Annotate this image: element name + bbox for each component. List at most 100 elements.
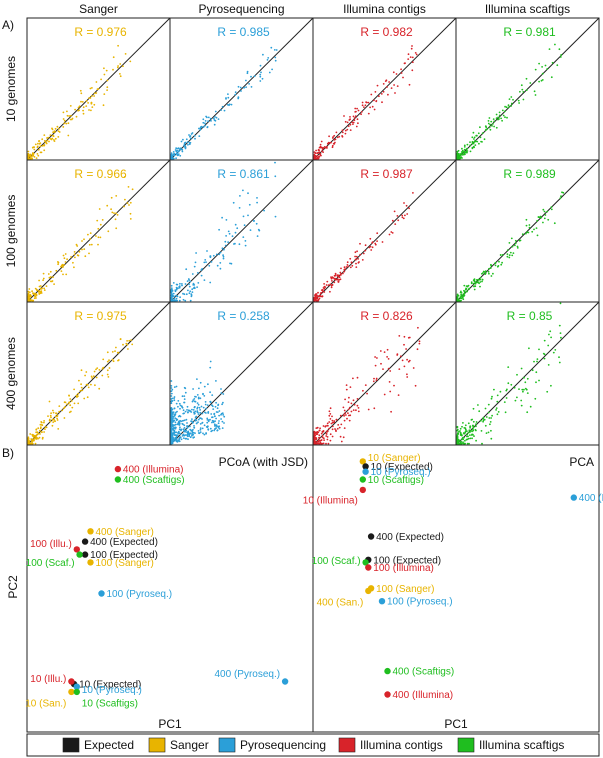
data-point [81, 551, 89, 558]
scatter-points [456, 191, 565, 302]
r-value-label: R = 0.985 [217, 25, 270, 39]
legend-item: Illumina scaftigs [457, 737, 564, 753]
point-label: 100 (Pyroseq.) [387, 597, 453, 608]
panel-a: A) Sanger Pyrosequencing Illumina contigs Il… [2, 2, 600, 446]
identity-line [455, 159, 600, 303]
data-point [73, 546, 81, 553]
column-header: Sanger [79, 2, 118, 16]
scatter-cell: R = 0.966 [26, 159, 171, 303]
plot-title: PCA [569, 455, 594, 469]
row-header: 100 genomes [4, 195, 18, 268]
identity-line [455, 17, 600, 161]
data-point [359, 458, 366, 465]
legend-item: Expected [62, 737, 134, 753]
r-value-label: R = 0.258 [217, 309, 270, 323]
legend-label: Expected [84, 738, 134, 752]
scatter-cell: R = 0.981 [455, 17, 600, 161]
r-value-label: R = 0.981 [503, 25, 556, 39]
data-point [114, 465, 122, 473]
point-label: 400 (Pyroseq.) [579, 493, 603, 504]
r-value-label: R = 0.987 [360, 167, 413, 181]
legend-item: Pyrosequencing [218, 737, 326, 753]
scatter-points [27, 338, 134, 445]
scatter-points [313, 326, 421, 445]
scatter-points [313, 192, 414, 302]
scatter-cell: R = 0.987 [312, 159, 457, 303]
point-label: 10 (Scaftigs) [368, 475, 424, 486]
point-label: 100 (Scaf.) [312, 556, 361, 567]
data-point [362, 463, 369, 470]
column-header: Illumina contigs [343, 2, 426, 16]
legend-swatch [218, 737, 236, 753]
point-label: 10 (Illu.) [30, 674, 66, 685]
data-point [365, 564, 372, 571]
plot-title: PCoA (with JSD) [219, 455, 308, 469]
scatter-cell: R = 0.985 [169, 17, 314, 161]
legend-label: Sanger [170, 738, 209, 752]
data-point [68, 688, 75, 696]
point-label: 10 (Pyroseq.) [82, 685, 142, 696]
scatter-cell: R = 0.826 [312, 301, 457, 446]
point-label: 100 (Sanger) [376, 584, 434, 595]
data-point [362, 468, 369, 475]
scatter-points [456, 43, 563, 160]
point-label: 400 (Scaftigs) [393, 667, 455, 678]
identity-line [26, 159, 171, 303]
legend-item: Sanger [148, 737, 209, 753]
r-value-label: R = 0.982 [360, 25, 413, 39]
data-point [384, 691, 391, 698]
identity-line [312, 301, 457, 446]
scatter-points [170, 161, 277, 302]
point-label: 400 (Expected) [90, 537, 158, 548]
scatter-points [170, 46, 278, 160]
point-label: 10 (Illumina) [303, 495, 358, 506]
legend-swatch [62, 737, 80, 753]
legend: Expected Sanger Pyrosequencing Illumina con… [26, 733, 600, 757]
point-label: 100 (Sanger) [96, 558, 154, 569]
legend-label: Illumina scaftigs [479, 738, 564, 752]
identity-line [312, 17, 457, 161]
row-header: 400 genomes [4, 337, 18, 410]
legend-swatch [338, 737, 356, 753]
data-point [68, 678, 75, 685]
column-header: Illumina scaftigs [485, 2, 570, 16]
point-label: 400 (Pyroseq.) [215, 669, 281, 680]
data-point [367, 533, 375, 540]
identity-line [455, 301, 600, 446]
data-point [359, 476, 366, 483]
legend-swatch [457, 737, 475, 753]
scatter-points [27, 44, 132, 160]
point-label: 10 (San.) [25, 698, 66, 709]
r-value-label: R = 0.861 [217, 167, 270, 181]
point-label: 10 (Expected) [79, 680, 141, 691]
plot-frame [312, 444, 600, 733]
panel-b-label: B) [2, 446, 14, 460]
data-point [73, 683, 81, 690]
scatter-points [313, 45, 418, 160]
scatter-cell: R = 0.861 [169, 159, 314, 303]
legend-swatch [148, 737, 166, 753]
data-point [87, 528, 94, 535]
column-header: Pyrosequencing [198, 2, 284, 16]
point-label: 10 (Pyroseq.) [371, 467, 431, 478]
r-value-label: R = 0.989 [503, 167, 556, 181]
scatter-cell: R = 0.258 [169, 301, 314, 446]
identity-line [169, 17, 314, 161]
r-value-label: R = 0.976 [74, 25, 127, 39]
data-point [359, 486, 366, 494]
data-point [114, 476, 122, 483]
point-label: 100 (Expected) [90, 550, 158, 561]
data-point [362, 559, 369, 566]
panel-a-label: A) [2, 18, 14, 32]
legend-label: Pyrosequencing [240, 738, 326, 752]
scatter-points [456, 302, 562, 445]
scatter-cell: R = 0.975 [26, 301, 171, 446]
data-point [73, 688, 81, 696]
point-label: 400 (Illumina) [393, 690, 454, 701]
point-label: 10 (Expected) [371, 462, 433, 473]
scatter-cell: R = 0.85 [455, 301, 600, 446]
legend-label: Illumina contigs [360, 738, 443, 752]
point-label: 400 (Expected) [376, 532, 444, 543]
